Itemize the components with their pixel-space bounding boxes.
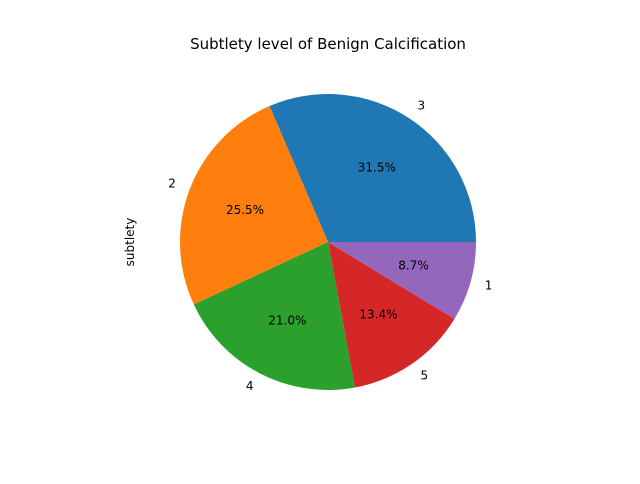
pie-labels: 3 31.5% 2 25.5% 4 21.0% 5 13.4% 1 8.7% (168, 99, 492, 394)
pie-slice-4 (193, 242, 356, 390)
slice-percent-label: 25.5% (226, 203, 264, 217)
pie-slice-3 (269, 94, 476, 242)
slice-category-label: 5 (420, 368, 428, 382)
pie-slice-2 (179, 106, 328, 305)
pie-slice-5 (328, 242, 455, 388)
slice-percent-label: 13.4% (359, 308, 397, 322)
pie-slices (179, 94, 476, 390)
slice-percent-label: 21.0% (268, 313, 306, 327)
slice-category-label: 3 (418, 99, 426, 113)
slice-category-label: 4 (246, 379, 254, 393)
slice-percent-label: 31.5% (358, 160, 396, 174)
y-axis-label: subtlety (123, 218, 137, 267)
slice-category-label: 1 (485, 278, 493, 292)
slice-category-label: 2 (168, 177, 176, 191)
pie-slice-1 (328, 242, 476, 319)
chart-title: Subtlety level of Benign Calcification (190, 35, 466, 53)
slice-percent-label: 8.7% (398, 258, 429, 272)
